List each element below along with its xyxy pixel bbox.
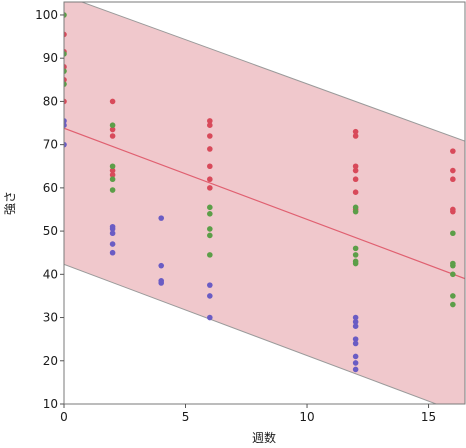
- y-axis-title: 強さ: [3, 191, 17, 215]
- data-point-series-3: [352, 314, 359, 321]
- data-point-series-1: [109, 172, 116, 178]
- y-tick-label: 90: [43, 51, 58, 65]
- x-axis-title: 週数: [252, 430, 276, 445]
- data-point-series-1: [109, 133, 116, 139]
- data-point-series-2: [207, 211, 213, 217]
- y-tick-label: 60: [43, 181, 58, 195]
- data-point-series-1: [109, 98, 116, 105]
- data-point-series-3: [109, 230, 116, 237]
- data-point-series-2: [64, 81, 67, 87]
- y-tick-label: 40: [43, 267, 58, 281]
- y-tick-label: 10: [43, 397, 58, 411]
- data-point-series-2: [64, 68, 67, 74]
- x-axis: 0 5 10 15: [60, 404, 436, 424]
- data-point-series-1: [450, 208, 456, 215]
- y-tick-label: 20: [43, 354, 58, 368]
- x-tick-label: 0: [60, 410, 68, 424]
- data-point-series-2: [109, 163, 116, 170]
- data-point-series-2: [352, 252, 359, 258]
- data-point-series-3: [158, 262, 165, 269]
- data-point-series-2: [352, 204, 359, 211]
- data-point-series-2: [450, 301, 456, 308]
- data-point-series-3: [158, 280, 165, 286]
- data-point-series-1: [352, 176, 359, 183]
- data-point-series-1: [64, 31, 67, 38]
- data-point-series-3: [352, 366, 359, 373]
- data-point-series-1: [450, 148, 456, 154]
- data-point-series-1: [352, 163, 359, 170]
- data-point-series-1: [64, 77, 67, 83]
- data-point-series-3: [109, 226, 116, 232]
- data-points-layer: [64, 12, 456, 373]
- data-point-series-1: [352, 133, 359, 139]
- data-point-series-1: [207, 163, 213, 170]
- data-point-series-3: [352, 360, 359, 366]
- data-point-series-3: [109, 241, 116, 247]
- data-point-series-2: [450, 262, 456, 269]
- fit-line: [64, 127, 465, 280]
- data-point-series-1: [207, 146, 213, 152]
- data-point-series-3: [64, 118, 67, 124]
- plot-frame: [63, 1, 466, 405]
- data-point-series-3: [352, 336, 359, 342]
- y-tick-label: 50: [43, 224, 58, 238]
- data-point-series-1: [207, 133, 213, 139]
- data-point-series-3: [352, 319, 359, 325]
- data-point-series-3: [207, 314, 213, 321]
- data-point-series-2: [109, 187, 116, 193]
- data-point-series-2: [450, 293, 456, 299]
- data-point-series-2: [207, 226, 213, 232]
- data-point-series-3: [352, 340, 359, 347]
- data-point-series-2: [207, 204, 213, 211]
- data-point-series-2: [352, 260, 359, 267]
- data-point-series-1: [109, 126, 116, 133]
- data-point-series-3: [109, 249, 116, 256]
- data-point-series-1: [207, 176, 213, 183]
- data-point-series-1: [207, 185, 213, 191]
- data-point-series-1: [207, 122, 213, 128]
- data-point-series-2: [64, 51, 67, 57]
- data-point-series-2: [352, 245, 359, 252]
- data-point-series-3: [352, 323, 359, 329]
- data-point-series-1: [64, 98, 67, 105]
- data-point-series-3: [207, 282, 213, 288]
- fit-line-layer: [64, 127, 465, 280]
- prediction-band-lower-edge: [64, 263, 438, 404]
- data-point-series-2: [450, 230, 456, 237]
- data-point-series-1: [352, 167, 359, 174]
- data-point-series-1: [109, 167, 116, 174]
- data-point-series-3: [207, 293, 213, 299]
- data-point-series-2: [352, 208, 359, 215]
- y-tick-label: 80: [43, 94, 58, 108]
- data-point-series-2: [109, 122, 116, 128]
- data-point-series-2: [450, 271, 456, 278]
- y-tick-label: 70: [43, 138, 58, 152]
- data-point-series-1: [352, 128, 359, 135]
- data-point-series-1: [450, 176, 456, 183]
- data-point-series-1: [352, 189, 359, 195]
- data-point-series-2: [109, 176, 116, 183]
- data-point-series-1: [450, 167, 456, 174]
- data-point-series-2: [64, 12, 67, 18]
- x-tick-label: 15: [421, 410, 436, 424]
- prediction-band-upper-edge: [80, 2, 465, 142]
- x-tick-label: 10: [299, 410, 314, 424]
- data-point-series-3: [158, 215, 165, 221]
- y-tick-label: 30: [43, 311, 58, 325]
- data-point-series-3: [64, 122, 67, 128]
- data-point-series-3: [352, 353, 359, 360]
- y-axis: 10 20 30 40 50 60 70 80 90 100: [35, 8, 64, 411]
- data-point-series-3: [64, 141, 67, 148]
- data-point-series-1: [64, 64, 67, 70]
- data-point-series-2: [207, 252, 213, 258]
- x-tick-label: 5: [182, 410, 190, 424]
- y-tick-label: 100: [35, 8, 58, 22]
- data-point-series-2: [207, 232, 213, 239]
- data-point-series-1: [207, 118, 213, 124]
